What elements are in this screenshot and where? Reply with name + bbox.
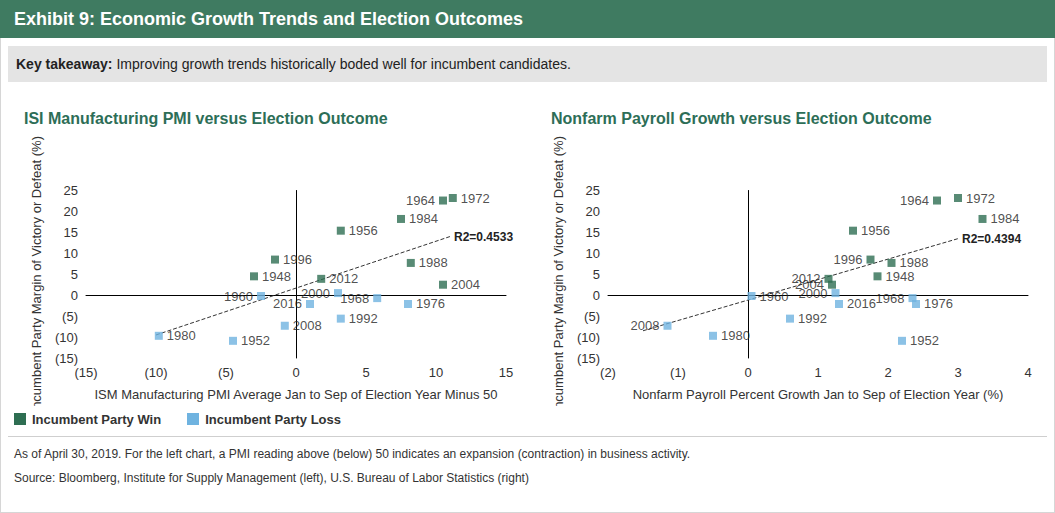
html-text:Nonfarm Payroll Growth versus: Nonfarm Payroll Growth versus Election O… — [551, 110, 932, 127]
svg-text:1988: 1988 — [899, 255, 929, 271]
svg-text:20: 20 — [64, 204, 78, 219]
svg-text:5: 5 — [362, 365, 369, 380]
svg-text:20: 20 — [586, 204, 600, 219]
svg-text:2000: 2000 — [799, 286, 828, 301]
svg-text:1976: 1976 — [924, 296, 953, 311]
svg-text:5: 5 — [71, 267, 78, 282]
html-text:Source: Bloomberg, Institute f: Source: Bloomberg, Institute for Supply … — [14, 471, 529, 485]
svg-text:(2): (2) — [600, 365, 616, 380]
html-text:As of April 30, 2019. For the: As of April 30, 2019. For the left chart… — [14, 447, 691, 461]
svg-text:(10): (10) — [144, 365, 167, 380]
svg-text:1968: 1968 — [340, 291, 369, 306]
svg-text:2016: 2016 — [847, 296, 876, 311]
svg-text:2008: 2008 — [631, 318, 660, 333]
svg-text:1992: 1992 — [349, 311, 378, 326]
html-text:ISI Manufacturing PMI versus E: ISI Manufacturing PMI versus Election Ou… — [24, 110, 388, 127]
svg-text:Incumbent Party Margin of Vict: Incumbent Party Margin of Victory or Def… — [29, 136, 44, 406]
svg-text:5: 5 — [593, 267, 600, 282]
svg-text:2012: 2012 — [329, 271, 358, 286]
svg-text:(10): (10) — [55, 330, 78, 345]
svg-text:4: 4 — [1024, 365, 1031, 380]
svg-text:0: 0 — [292, 365, 299, 380]
svg-text:15: 15 — [64, 225, 78, 240]
svg-text:1972: 1972 — [461, 191, 490, 206]
svg-text:0: 0 — [71, 288, 78, 303]
svg-text:1980: 1980 — [721, 328, 750, 343]
svg-text:1960: 1960 — [760, 289, 789, 304]
svg-text:(5): (5) — [584, 309, 600, 324]
svg-text:1996: 1996 — [283, 252, 312, 267]
svg-text:1992: 1992 — [798, 311, 827, 326]
svg-text:15: 15 — [499, 365, 513, 380]
svg-text:Nonfarm Payroll Percent Growth: Nonfarm Payroll Percent Growth Jan to Se… — [633, 387, 1004, 402]
svg-text:1976: 1976 — [416, 296, 445, 311]
svg-text:2004: 2004 — [451, 277, 480, 292]
svg-text:10: 10 — [64, 246, 78, 261]
svg-text:0: 0 — [593, 288, 600, 303]
html-text:Key takeaway: Improving growth: Key takeaway: Improving growth trends hi… — [16, 56, 571, 72]
svg-text:10: 10 — [429, 365, 443, 380]
svg-text:(15): (15) — [55, 351, 78, 366]
svg-text:(15): (15) — [74, 365, 97, 380]
html-text:Incumbent Party Loss: Incumbent Party Loss — [205, 412, 341, 427]
svg-text:1984: 1984 — [409, 211, 438, 226]
svg-text:1968: 1968 — [876, 291, 905, 306]
svg-text:15: 15 — [586, 225, 600, 240]
svg-text:1948: 1948 — [886, 269, 915, 284]
svg-text:(5): (5) — [218, 365, 234, 380]
svg-text:1956: 1956 — [861, 223, 890, 238]
svg-text:1984: 1984 — [991, 211, 1020, 226]
svg-text:1948: 1948 — [262, 269, 291, 284]
svg-text:1972: 1972 — [966, 191, 995, 206]
svg-text:2000: 2000 — [301, 286, 330, 301]
svg-text:1960: 1960 — [224, 289, 253, 304]
svg-text:1964: 1964 — [406, 193, 435, 208]
svg-text:(15): (15) — [577, 351, 600, 366]
svg-text:10: 10 — [586, 246, 600, 261]
svg-text:2: 2 — [884, 365, 891, 380]
svg-text:2008: 2008 — [293, 318, 322, 333]
svg-text:R2=0.4394: R2=0.4394 — [962, 232, 1021, 246]
svg-text:0: 0 — [744, 365, 751, 380]
svg-text:(1): (1) — [670, 365, 686, 380]
svg-text:1988: 1988 — [419, 255, 448, 270]
html-text:Exhibit 9: Economic Growth Tre: Exhibit 9: Economic Growth Trends and El… — [14, 9, 524, 29]
svg-text:R2=0.4533: R2=0.4533 — [454, 230, 513, 244]
svg-text:1952: 1952 — [241, 333, 270, 348]
svg-text:1952: 1952 — [910, 333, 939, 348]
svg-text:25: 25 — [64, 183, 78, 198]
svg-text:ISM Manufacturing PMI Average: ISM Manufacturing PMI Average Jan to Sep… — [95, 387, 498, 402]
svg-text:(10): (10) — [577, 330, 600, 345]
svg-text:1964: 1964 — [900, 193, 929, 208]
svg-text:3: 3 — [954, 365, 961, 380]
svg-text:25: 25 — [586, 183, 600, 198]
svg-text:2016: 2016 — [273, 296, 302, 311]
svg-text:1996: 1996 — [834, 252, 863, 267]
svg-text:1956: 1956 — [349, 223, 378, 238]
svg-text:Incumbent Party Margin of Vict: Incumbent Party Margin of Victory or Def… — [551, 136, 566, 406]
svg-text:1980: 1980 — [167, 328, 196, 343]
html-text:Incumbent Party Win: Incumbent Party Win — [32, 412, 162, 427]
svg-text:1: 1 — [814, 365, 821, 380]
svg-text:(5): (5) — [62, 309, 78, 324]
